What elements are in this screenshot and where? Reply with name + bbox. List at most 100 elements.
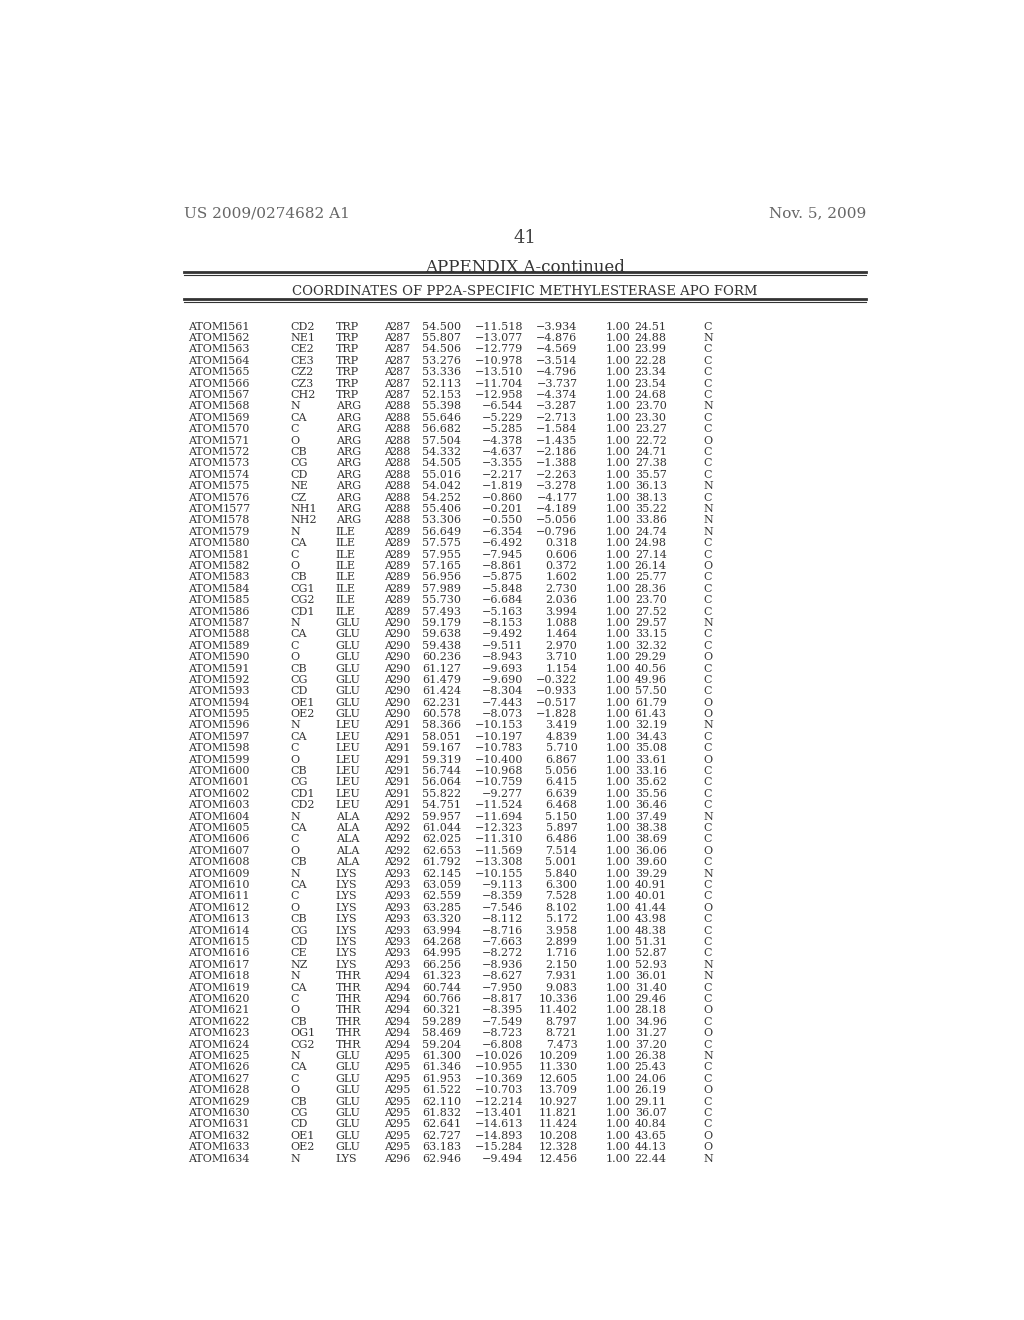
Text: 1.00: 1.00 bbox=[605, 1142, 630, 1152]
Text: N: N bbox=[703, 721, 713, 730]
Text: 59.289: 59.289 bbox=[422, 1016, 461, 1027]
Text: A: A bbox=[384, 549, 392, 560]
Text: 64.268: 64.268 bbox=[422, 937, 461, 946]
Text: ATOM: ATOM bbox=[188, 755, 223, 764]
Text: −6.492: −6.492 bbox=[482, 539, 523, 548]
Text: 61.127: 61.127 bbox=[422, 664, 461, 673]
Text: A: A bbox=[384, 903, 392, 913]
Text: A: A bbox=[384, 1016, 392, 1027]
Text: 1599: 1599 bbox=[222, 755, 251, 764]
Text: A: A bbox=[384, 789, 392, 799]
Text: 10.209: 10.209 bbox=[539, 1051, 578, 1061]
Text: 1.00: 1.00 bbox=[605, 447, 630, 457]
Text: ATOM: ATOM bbox=[188, 356, 223, 366]
Text: −4.569: −4.569 bbox=[537, 345, 578, 355]
Text: 2.970: 2.970 bbox=[546, 640, 578, 651]
Text: 34.43: 34.43 bbox=[635, 731, 667, 742]
Text: ILE: ILE bbox=[336, 583, 355, 594]
Text: N: N bbox=[703, 972, 713, 981]
Text: ATOM: ATOM bbox=[188, 1016, 223, 1027]
Text: A: A bbox=[384, 915, 392, 924]
Text: A: A bbox=[384, 675, 392, 685]
Text: 62.727: 62.727 bbox=[422, 1131, 461, 1140]
Text: A: A bbox=[384, 504, 392, 513]
Text: 1.088: 1.088 bbox=[546, 618, 578, 628]
Text: ILE: ILE bbox=[336, 573, 355, 582]
Text: 1579: 1579 bbox=[222, 527, 251, 537]
Text: C: C bbox=[703, 937, 712, 946]
Text: 1615: 1615 bbox=[222, 937, 251, 946]
Text: 288: 288 bbox=[389, 413, 411, 422]
Text: −14.613: −14.613 bbox=[475, 1119, 523, 1130]
Text: CB: CB bbox=[291, 664, 307, 673]
Text: ATOM: ATOM bbox=[188, 447, 223, 457]
Text: ALA: ALA bbox=[336, 857, 359, 867]
Text: N: N bbox=[291, 527, 300, 537]
Text: A: A bbox=[384, 972, 392, 981]
Text: 7.473: 7.473 bbox=[546, 1040, 578, 1049]
Text: ILE: ILE bbox=[336, 607, 355, 616]
Text: −2.263: −2.263 bbox=[537, 470, 578, 479]
Text: A: A bbox=[384, 436, 392, 446]
Text: 1591: 1591 bbox=[222, 664, 251, 673]
Text: 3.710: 3.710 bbox=[546, 652, 578, 663]
Text: 290: 290 bbox=[389, 664, 411, 673]
Text: ATOM: ATOM bbox=[188, 1051, 223, 1061]
Text: 1.00: 1.00 bbox=[605, 470, 630, 479]
Text: A: A bbox=[384, 1142, 392, 1152]
Text: 1583: 1583 bbox=[222, 573, 251, 582]
Text: 61.953: 61.953 bbox=[422, 1073, 461, 1084]
Text: ATOM: ATOM bbox=[188, 436, 223, 446]
Text: C: C bbox=[703, 766, 712, 776]
Text: LEU: LEU bbox=[336, 721, 360, 730]
Text: 62.653: 62.653 bbox=[422, 846, 461, 855]
Text: ATOM: ATOM bbox=[188, 698, 223, 708]
Text: 62.559: 62.559 bbox=[422, 891, 461, 902]
Text: O: O bbox=[703, 1131, 712, 1140]
Text: 290: 290 bbox=[389, 709, 411, 719]
Text: 1596: 1596 bbox=[222, 721, 251, 730]
Text: NE1: NE1 bbox=[291, 333, 315, 343]
Text: A: A bbox=[384, 652, 392, 663]
Text: 55.646: 55.646 bbox=[422, 413, 461, 422]
Text: 1634: 1634 bbox=[222, 1154, 251, 1163]
Text: 54.500: 54.500 bbox=[422, 322, 461, 331]
Text: 39.29: 39.29 bbox=[635, 869, 667, 879]
Text: −8.304: −8.304 bbox=[482, 686, 523, 697]
Text: ATOM: ATOM bbox=[188, 1063, 223, 1072]
Text: 1633: 1633 bbox=[222, 1142, 251, 1152]
Text: −7.549: −7.549 bbox=[482, 1016, 523, 1027]
Text: 54.042: 54.042 bbox=[422, 482, 461, 491]
Text: −8.153: −8.153 bbox=[482, 618, 523, 628]
Text: C: C bbox=[291, 891, 299, 902]
Text: C: C bbox=[703, 413, 712, 422]
Text: 29.57: 29.57 bbox=[635, 618, 667, 628]
Text: 56.682: 56.682 bbox=[422, 424, 461, 434]
Text: −9.511: −9.511 bbox=[482, 640, 523, 651]
Text: ATOM: ATOM bbox=[188, 413, 223, 422]
Text: GLU: GLU bbox=[336, 709, 360, 719]
Text: 62.025: 62.025 bbox=[422, 834, 461, 845]
Text: 1.00: 1.00 bbox=[605, 333, 630, 343]
Text: ATOM: ATOM bbox=[188, 857, 223, 867]
Text: 63.994: 63.994 bbox=[422, 925, 461, 936]
Text: LYS: LYS bbox=[336, 915, 357, 924]
Text: ATOM: ATOM bbox=[188, 630, 223, 639]
Text: 1.00: 1.00 bbox=[605, 356, 630, 366]
Text: 1.00: 1.00 bbox=[605, 367, 630, 378]
Text: 293: 293 bbox=[389, 869, 411, 879]
Text: 63.059: 63.059 bbox=[422, 880, 461, 890]
Text: 1.00: 1.00 bbox=[605, 573, 630, 582]
Text: 2.036: 2.036 bbox=[546, 595, 578, 605]
Text: 295: 295 bbox=[389, 1073, 411, 1084]
Text: ATOM: ATOM bbox=[188, 1040, 223, 1049]
Text: −4.796: −4.796 bbox=[537, 367, 578, 378]
Text: CB: CB bbox=[291, 1097, 307, 1106]
Text: C: C bbox=[703, 367, 712, 378]
Text: 292: 292 bbox=[389, 824, 411, 833]
Text: 5.056: 5.056 bbox=[546, 766, 578, 776]
Text: NZ: NZ bbox=[291, 960, 308, 970]
Text: 0.606: 0.606 bbox=[546, 549, 578, 560]
Text: −7.950: −7.950 bbox=[482, 982, 523, 993]
Text: ARG: ARG bbox=[336, 482, 360, 491]
